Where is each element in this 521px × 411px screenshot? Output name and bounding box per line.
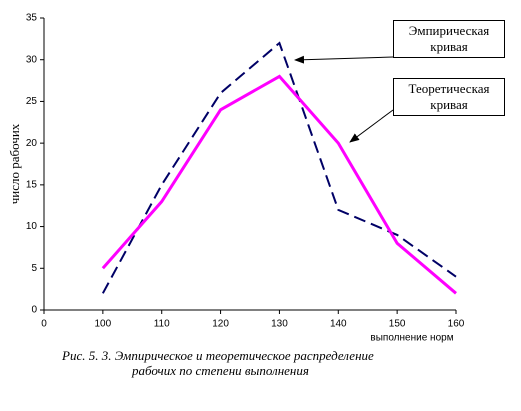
x-tick-label: 110: [154, 319, 170, 330]
annotation-box: Эмпирическая кривая: [393, 20, 505, 58]
caption: Рис. 5. 3. Эмпирическое и теоретическое …: [62, 348, 374, 363]
x-tick-label: 150: [389, 319, 406, 330]
y-tick-label: 15: [26, 179, 38, 190]
y-tick-label: 35: [26, 13, 38, 24]
y-tick-label: 30: [26, 54, 38, 65]
x-tick-label: 160: [448, 319, 465, 330]
arrow: [349, 109, 394, 143]
annotation-box: Теоретическая кривая: [393, 78, 505, 116]
x-tick-label: 120: [212, 319, 229, 330]
x-tick-label: 0: [41, 319, 47, 330]
y-tick-label: 25: [26, 96, 38, 107]
series-line: [101, 74, 457, 295]
x-tick-label: 100: [95, 319, 112, 330]
y-tick-label: 20: [26, 138, 38, 149]
x-tick-label: 130: [271, 319, 288, 330]
arrow: [294, 55, 394, 64]
x-axis-label: выполнение норм: [370, 333, 453, 344]
x-tick-label: 140: [330, 319, 347, 330]
y-tick-label: 5: [31, 263, 37, 274]
y-axis-label: число рабочих: [7, 123, 22, 204]
caption: рабочих по степени выполнения: [132, 363, 309, 378]
y-tick-label: 0: [31, 305, 37, 316]
series-line: [101, 41, 457, 294]
y-tick-label: 10: [26, 221, 38, 232]
